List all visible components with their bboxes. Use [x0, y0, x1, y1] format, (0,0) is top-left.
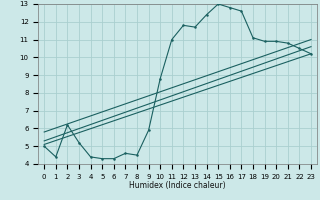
X-axis label: Humidex (Indice chaleur): Humidex (Indice chaleur) [129, 181, 226, 190]
